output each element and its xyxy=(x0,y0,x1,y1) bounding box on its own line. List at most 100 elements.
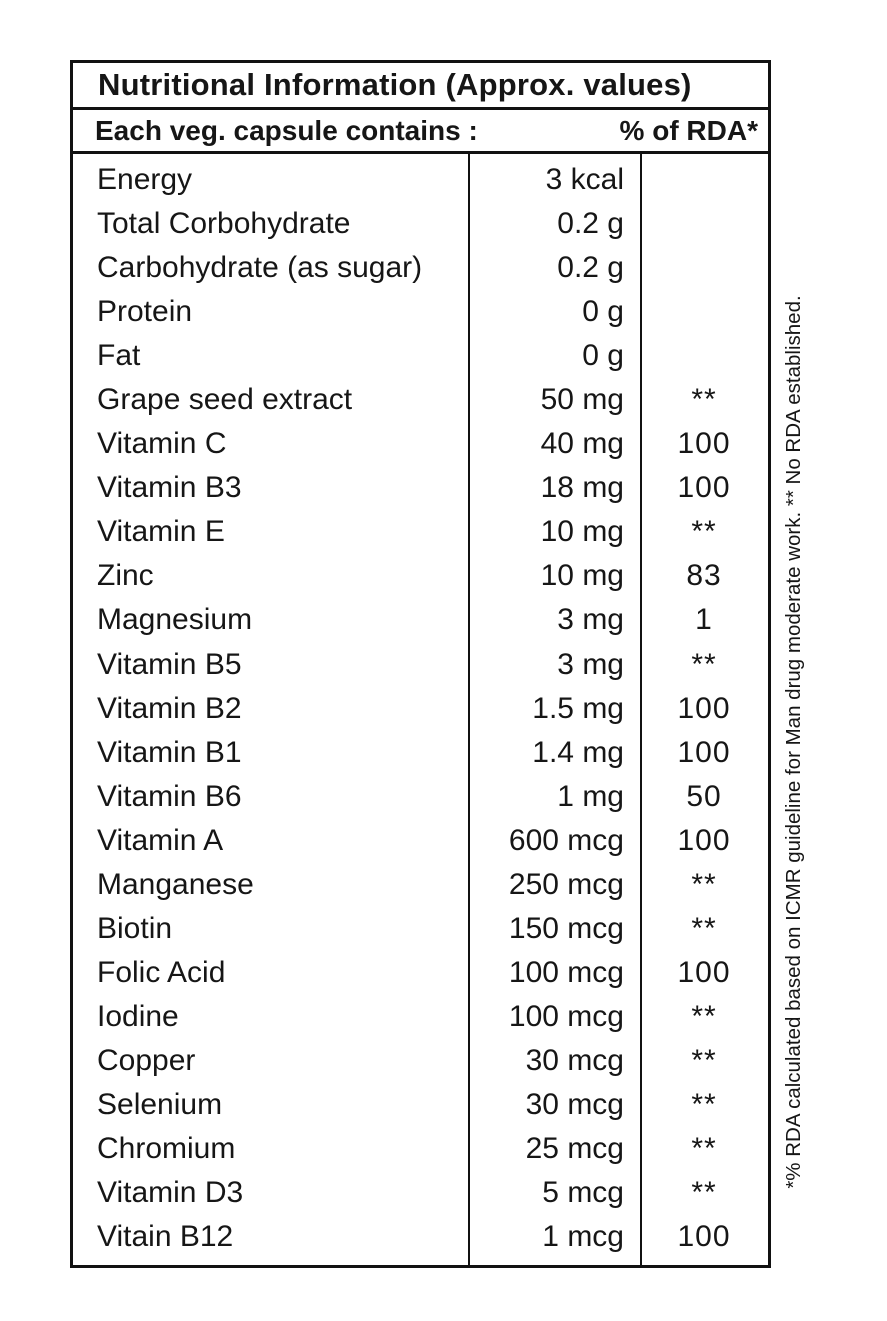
nutrient-amount: 0.2 g xyxy=(557,251,624,285)
table-row: Vitamin A 600 mcg 100 xyxy=(73,819,768,863)
table-row: Vitamin B6 1 mg 50 xyxy=(73,775,768,819)
rda-header: % of RDA* xyxy=(619,114,758,146)
table-title: Nutritional Information (Approx. values) xyxy=(98,67,692,102)
nutrient-rda: ** xyxy=(691,999,717,1033)
nutrient-rda: 100 xyxy=(677,1220,731,1254)
nutrient-amount: 3 mg xyxy=(557,647,624,681)
nutrient-amount: 1.5 mg xyxy=(532,691,624,725)
nutrient-name: Total Corbohydrate xyxy=(97,207,351,241)
nutrient-name: Vitamin A xyxy=(97,823,224,857)
nutrient-rda: 100 xyxy=(677,735,731,769)
nutrient-amount: 10 mg xyxy=(540,515,624,549)
table-row: Total Corbohydrate 0.2 g xyxy=(73,202,768,246)
column-divider-amount xyxy=(468,154,470,1265)
nutrient-name: Vitamin B2 xyxy=(97,691,242,725)
nutrient-amount: 30 mcg xyxy=(525,1043,624,1077)
nutrient-amount: 1 mg xyxy=(557,779,624,813)
table-row: Magnesium 3 mg 1 xyxy=(73,598,768,642)
table-row: Zinc 10 mg 83 xyxy=(73,554,768,598)
nutrient-rda: ** xyxy=(691,383,717,417)
nutrient-rda: 100 xyxy=(677,955,731,989)
nutrient-name: Vitamin B3 xyxy=(97,471,242,505)
nutrient-name: Zinc xyxy=(97,559,154,593)
nutrient-rda: 100 xyxy=(677,823,731,857)
nutrient-rda: 1 xyxy=(695,603,713,637)
table-row: Iodine 100 mcg ** xyxy=(73,995,768,1039)
table-row: Vitain B12 1 mcg 100 xyxy=(73,1215,768,1259)
nutrient-amount: 0 g xyxy=(582,339,624,373)
nutrient-name: Vitamin D3 xyxy=(97,1176,244,1210)
nutrient-rda: ** xyxy=(691,867,717,901)
nutrient-name: Selenium xyxy=(97,1088,223,1121)
table-title-bar: Nutritional Information (Approx. values) xyxy=(73,63,768,110)
table-row: Selenium 30 mcg ** xyxy=(73,1083,768,1127)
nutrient-amount: 100 mcg xyxy=(508,999,624,1033)
table-row: Vitamin C 40 mg 100 xyxy=(73,422,768,466)
rda-footnote: *% RDA calculated based on ICMR guidelin… xyxy=(782,295,805,1189)
nutrient-rda: ** xyxy=(691,1132,717,1166)
nutrition-rows: Energy 3 kcal Total Corbohydrate 0.2 g C… xyxy=(73,154,768,1265)
nutrient-amount: 3 mg xyxy=(557,603,624,637)
nutrient-name: Vitain B12 xyxy=(97,1220,234,1254)
table-row: Vitamin D3 5 mcg ** xyxy=(73,1171,768,1215)
nutrient-name: Magnesium xyxy=(97,603,253,637)
table-row: Copper 30 mcg ** xyxy=(73,1039,768,1083)
table-row: Folic Acid 100 mcg 100 xyxy=(73,951,768,995)
nutrient-rda: ** xyxy=(691,1043,717,1077)
nutrient-name: Iodine xyxy=(97,999,179,1033)
nutrient-amount: 25 mcg xyxy=(525,1132,624,1166)
nutrient-rda: ** xyxy=(691,911,717,945)
nutrient-name: Vitamin C xyxy=(97,427,227,461)
nutrient-amount: 1 mcg xyxy=(542,1220,624,1254)
nutrient-rda: 50 xyxy=(686,779,722,813)
table-row: Vitamin B5 3 mg ** xyxy=(73,643,768,687)
nutrient-rda: ** xyxy=(691,647,717,681)
table-row: Chromium 25 mcg ** xyxy=(73,1127,768,1171)
nutrient-amount: 3 kcal xyxy=(545,163,624,197)
nutrient-rda: ** xyxy=(691,1176,717,1210)
nutrient-name: Manganese xyxy=(97,867,254,901)
nutrient-name: Vitamin B5 xyxy=(97,647,242,681)
nutrient-name: Fat xyxy=(97,339,141,373)
nutrient-rda: 100 xyxy=(677,427,731,461)
nutrition-table: Nutritional Information (Approx. values)… xyxy=(70,60,771,1268)
nutrient-amount: 100 mcg xyxy=(508,955,624,989)
nutrient-name: Folic Acid xyxy=(97,955,226,989)
nutrient-amount: 1.4 mg xyxy=(532,735,624,769)
table-row: Biotin 150 mcg ** xyxy=(73,907,768,951)
nutrient-rda: 100 xyxy=(677,691,731,725)
nutrient-amount: 18 mg xyxy=(540,471,624,505)
nutrient-name: Carbohydrate (as sugar) xyxy=(97,251,423,285)
nutrient-amount: 0 g xyxy=(582,295,624,329)
nutrient-amount: 50 mg xyxy=(540,383,624,417)
nutrient-rda: ** xyxy=(691,515,717,549)
table-row: Grape seed extract 50 mg ** xyxy=(73,378,768,422)
nutrient-amount: 10 mg xyxy=(540,559,624,593)
nutrient-name: Grape seed extract xyxy=(97,383,353,417)
table-row: Fat 0 g xyxy=(73,334,768,378)
nutrient-amount: 250 mcg xyxy=(508,867,624,901)
nutrient-name: Energy xyxy=(97,163,193,197)
table-row: Vitamin B1 1.4 mg 100 xyxy=(73,731,768,775)
table-row: Vitamin B2 1.5 mg 100 xyxy=(73,687,768,731)
table-row: Manganese 250 mcg ** xyxy=(73,863,768,907)
nutrient-name: Vitamin B6 xyxy=(97,779,242,813)
nutrient-amount: 5 mcg xyxy=(542,1176,624,1210)
nutrient-amount: 0.2 g xyxy=(557,207,624,241)
table-row: Vitamin B3 18 mg 100 xyxy=(73,466,768,510)
nutrient-name: Vitamin E xyxy=(97,515,225,549)
table-row: Vitamin E 10 mg ** xyxy=(73,510,768,554)
nutrient-name: Protein xyxy=(97,295,193,329)
nutrient-rda: 100 xyxy=(677,471,731,505)
nutrient-name: Copper xyxy=(97,1043,196,1077)
table-row: Protein 0 g xyxy=(73,290,768,334)
nutrient-amount: 30 mcg xyxy=(525,1088,624,1121)
nutrient-amount: 600 mcg xyxy=(508,823,624,857)
table-row: Carbohydrate (as sugar) 0.2 g xyxy=(73,246,768,290)
nutrient-name: Biotin xyxy=(97,911,173,945)
nutrient-name: Chromium xyxy=(97,1132,236,1166)
nutrient-amount: 40 mg xyxy=(540,427,624,461)
table-row: Energy 3 kcal xyxy=(73,158,768,202)
nutrient-rda: 83 xyxy=(686,559,722,593)
